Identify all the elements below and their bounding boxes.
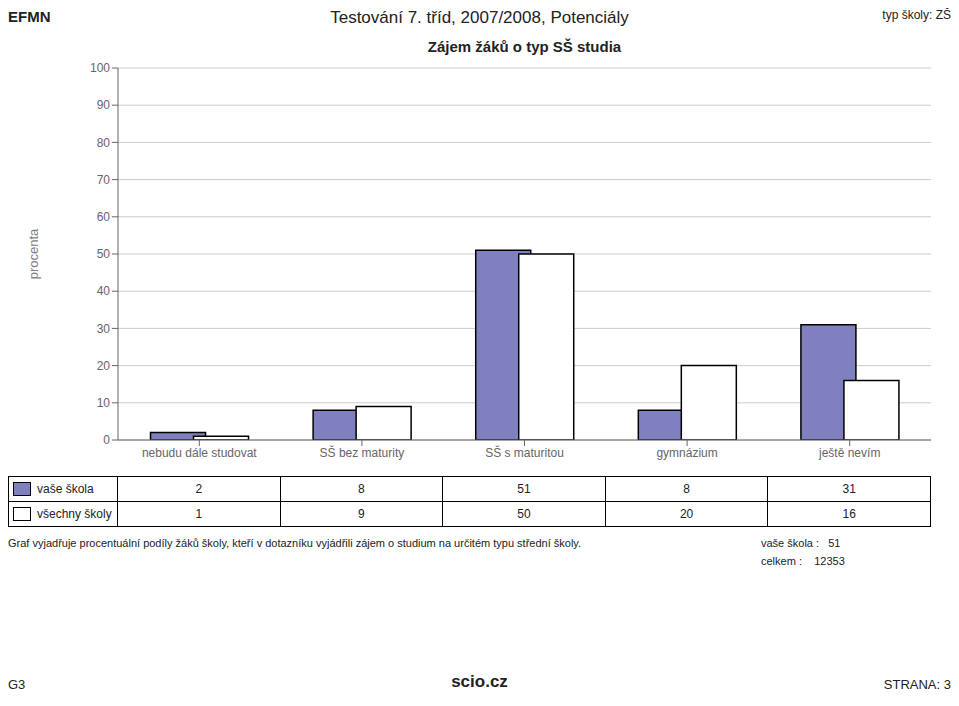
svg-text:60: 60 [97,210,111,224]
svg-text:procenta: procenta [26,228,41,279]
svg-text:0: 0 [103,433,110,447]
html-text:typ školy: ZŠ: typ školy: ZŠ [882,8,951,22]
html-text:G3: G3 [8,677,26,692]
svg-text:40: 40 [97,284,111,298]
html-text:2: 2 [195,482,203,496]
html-text:scio.cz: scio.cz [451,672,508,691]
html-text:všechny školy: všechny školy [37,507,112,521]
html-text:STRANA: 3: STRANA: 3 [883,677,951,692]
html-text:Graf vyjadřuje procentuální po: Graf vyjadřuje procentuální podíly žáků … [8,537,582,549]
svg-text:30: 30 [97,322,111,336]
html-text:EFMN: EFMN [8,8,51,25]
html-text:8: 8 [358,482,365,496]
svg-text:ještě nevím: ještě nevím [818,446,880,460]
svg-text:80: 80 [97,136,111,150]
html-text:9: 9 [358,507,365,521]
html-text:vaše škola: vaše škola [37,482,94,496]
html-text:50: 50 [517,507,531,521]
svg-text:20: 20 [97,359,111,373]
svg-text:SŠ s maturitou: SŠ s maturitou [485,445,564,460]
svg-text:50: 50 [97,247,111,261]
html-text:16: 16 [842,507,856,521]
html-text:1: 1 [195,507,203,521]
html-text:20: 20 [679,507,694,521]
html-text:vaše škola : 51: vaše škola : 51 [761,537,841,549]
svg-text:10: 10 [97,396,111,410]
svg-text:SŠ bez maturity: SŠ bez maturity [320,445,405,460]
html-text:Zájem žáků o typ SŠ studia: Zájem žáků o typ SŠ studia [427,38,622,55]
svg-text:100: 100 [90,61,110,75]
svg-text:70: 70 [97,173,111,187]
svg-text:gymnázium: gymnázium [656,446,717,460]
html-text:celkem : 12353: celkem : 12353 [761,555,845,567]
html-text:31: 31 [842,482,856,496]
html-text:8: 8 [683,482,690,496]
html-text:Testování 7. tříd, 2007/2008,: Testování 7. tříd, 2007/2008, Potenciály [330,8,629,27]
svg-text:90: 90 [97,98,111,112]
html-text:51: 51 [517,482,531,496]
svg-text:nebudu dále studovat: nebudu dále studovat [142,446,257,460]
